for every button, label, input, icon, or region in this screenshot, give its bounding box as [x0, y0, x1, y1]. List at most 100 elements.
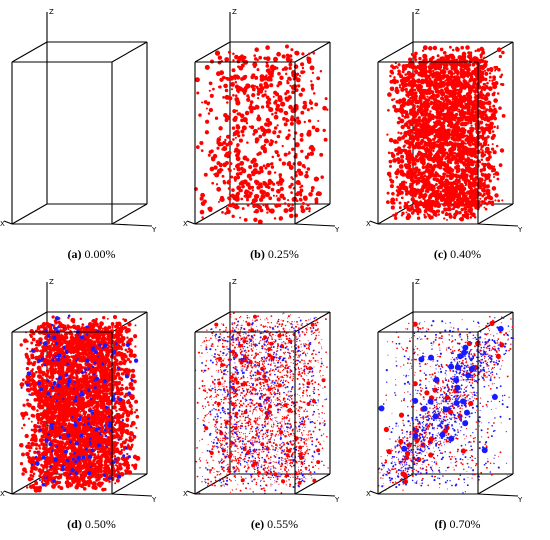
- particle-red: [426, 81, 432, 87]
- particle-red: [454, 58, 459, 63]
- particle-red: [400, 214, 404, 217]
- particle-red: [471, 212, 476, 218]
- particle-red: [483, 69, 487, 72]
- particle-red: [428, 126, 432, 131]
- particle-red: [125, 327, 131, 333]
- particle-red: [278, 173, 283, 177]
- particle-red: [437, 145, 441, 149]
- particle-red: [276, 84, 280, 88]
- particle-red: [254, 75, 259, 80]
- particle-red: [423, 109, 428, 114]
- particle-red: [234, 136, 237, 139]
- particle-red: [268, 196, 273, 201]
- particle-red: [92, 406, 96, 410]
- particle-red: [472, 78, 477, 83]
- particle-red: [300, 87, 306, 92]
- particle-red: [463, 196, 466, 200]
- particle-red: [471, 147, 476, 152]
- particle-red: [464, 142, 467, 145]
- particle-red: [445, 62, 449, 67]
- particle-red: [289, 213, 294, 219]
- particle-red: [199, 209, 205, 215]
- particle-red: [274, 140, 278, 144]
- particle-red: [465, 197, 470, 202]
- particle-red: [296, 168, 301, 173]
- particle-red: [451, 155, 454, 158]
- particle-red: [399, 190, 404, 195]
- particle-red: [261, 93, 265, 98]
- particle-red: [251, 87, 256, 92]
- particle-red: [483, 82, 487, 86]
- z-axis-label: Z: [232, 8, 237, 16]
- particle-red: [238, 190, 241, 193]
- particle-red: [469, 119, 473, 123]
- particle-red: [439, 175, 445, 181]
- particle-red: [479, 126, 485, 131]
- particle-red: [425, 91, 429, 96]
- particle-red: [454, 112, 459, 117]
- particle-red: [446, 111, 451, 116]
- particle-red: [236, 185, 242, 191]
- particle-red: [252, 170, 257, 175]
- particle-red: [267, 185, 271, 190]
- particle-red: [439, 47, 444, 52]
- particle-red: [483, 179, 487, 182]
- particle-red: [253, 162, 259, 168]
- frame-edge: [11, 203, 48, 225]
- particle-red: [398, 84, 402, 87]
- particle-red: [211, 181, 215, 185]
- particle-red: [439, 88, 444, 93]
- particle-red: [432, 45, 438, 51]
- particle-red: [444, 139, 449, 143]
- particle-red: [246, 97, 251, 102]
- particle-red: [284, 96, 289, 101]
- particle-red: [450, 106, 453, 109]
- particle-red: [398, 164, 404, 169]
- particle-red: [489, 121, 494, 126]
- particle-red: [199, 196, 204, 201]
- particle-red: [482, 167, 487, 172]
- particle-red: [420, 95, 425, 100]
- particle-red: [458, 155, 464, 161]
- particle-red: [389, 79, 394, 84]
- particle-red: [300, 149, 304, 153]
- particle-red: [439, 79, 443, 83]
- particle-red: [423, 59, 428, 64]
- particle-red: [400, 148, 403, 151]
- particle-red: [255, 104, 259, 108]
- particle-red: [231, 126, 236, 130]
- particle-red: [412, 167, 416, 171]
- particle-red: [452, 187, 457, 193]
- particle-red: [496, 126, 499, 130]
- particle-red: [307, 207, 311, 211]
- particle-red: [319, 70, 323, 73]
- particle-red: [280, 101, 286, 107]
- particle-red: [241, 125, 247, 131]
- particle-red: [484, 201, 487, 204]
- particle-red: [312, 52, 316, 55]
- particle-red: [483, 56, 486, 59]
- particle-red: [232, 134, 235, 137]
- particle-red: [411, 163, 414, 166]
- particle-red: [286, 81, 290, 85]
- particle-red: [219, 135, 222, 138]
- particle-red: [452, 87, 457, 92]
- frame-edge: [111, 473, 148, 495]
- particle-red: [312, 92, 316, 95]
- particle-red: [413, 126, 418, 132]
- particle-red: [481, 187, 486, 193]
- particle-red: [88, 379, 92, 383]
- particle-red: [32, 472, 36, 476]
- particle-red: [105, 346, 110, 351]
- particle-red: [462, 106, 466, 110]
- particle-red: [421, 63, 425, 67]
- particle-red: [427, 171, 432, 176]
- particle-red: [259, 189, 262, 192]
- particle-red: [268, 102, 272, 105]
- particle-red: [198, 113, 202, 117]
- particle-red: [432, 177, 437, 181]
- particle-red: [390, 71, 395, 75]
- particle-red: [423, 193, 428, 198]
- particle-red: [288, 165, 294, 170]
- particle-red: [224, 76, 227, 80]
